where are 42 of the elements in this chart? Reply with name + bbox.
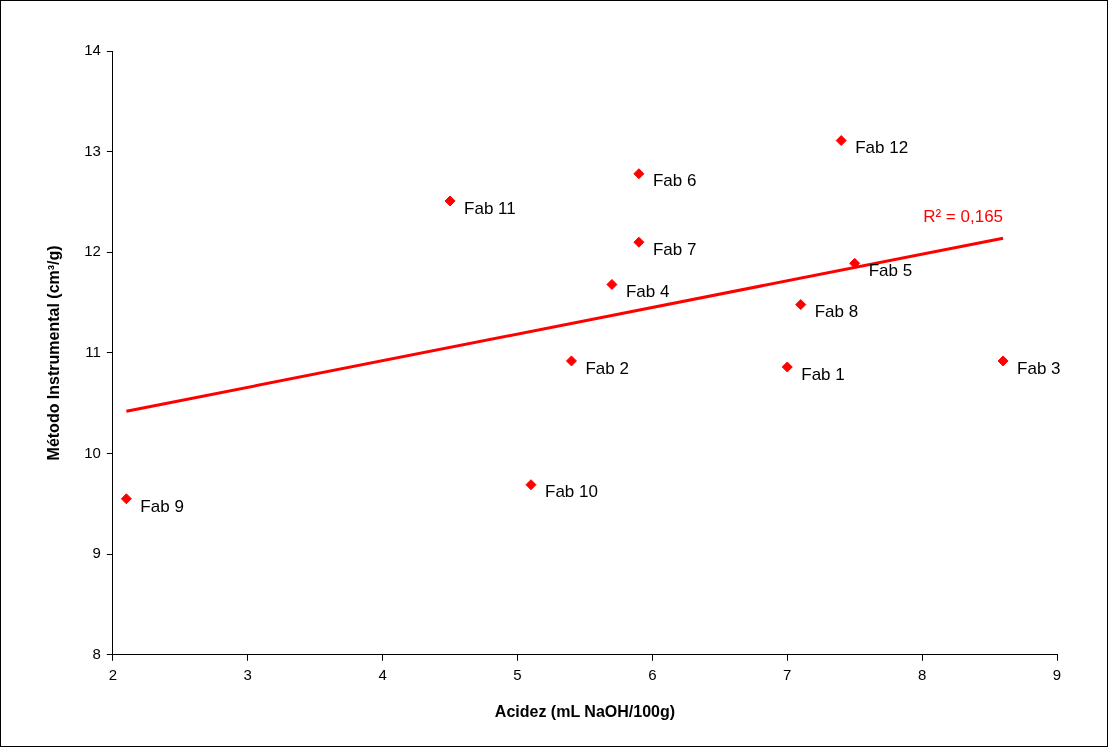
x-tick-label: 2 — [108, 665, 118, 683]
annotation: Fab 7 — [652, 239, 697, 259]
y-tick-label: 9 — [92, 544, 101, 562]
annotation: Fab 5 — [868, 261, 913, 281]
point — [120, 493, 132, 505]
annotation: Fab 4 — [625, 282, 670, 302]
y-tick-label: 12 — [84, 242, 101, 260]
point — [781, 361, 793, 373]
point — [565, 355, 577, 367]
x-tick-label: 8 — [917, 665, 927, 683]
y-tick-label: 10 — [84, 443, 101, 461]
x-tick-label: 3 — [243, 665, 252, 683]
annotation: Fab 8 — [814, 302, 859, 322]
y-tick-label: 13 — [84, 141, 101, 159]
y-tick-label: 14 — [84, 41, 101, 59]
annotation: Fab 3 — [1017, 358, 1061, 378]
y-tick-label: 8 — [92, 644, 101, 662]
x-tick-label: 5 — [513, 665, 522, 683]
x-tick-label: 7 — [783, 665, 792, 683]
point — [633, 168, 645, 180]
annotation: Fab 12 — [855, 138, 909, 158]
point — [606, 278, 618, 290]
annotation: Fab 1 — [801, 364, 845, 384]
x-tick-label: 6 — [648, 665, 657, 683]
annotation: Fab 9 — [140, 496, 184, 516]
x-tick-label: 9 — [1052, 665, 1062, 683]
point — [795, 299, 807, 311]
point — [633, 236, 645, 248]
x-tick-label: 4 — [378, 665, 387, 683]
point — [997, 355, 1009, 367]
annotation: Fab 11 — [464, 198, 516, 218]
y-axis-title: Método Instrumental (cm³/g) — [45, 245, 63, 461]
point — [444, 195, 456, 207]
point — [525, 479, 537, 491]
point — [849, 257, 861, 269]
annotation: Fab 6 — [652, 171, 697, 191]
x-axis-title: Acidez (mL NaOH/100g) — [494, 702, 676, 720]
y-tick-label: 11 — [85, 343, 101, 361]
annotation: Fab 10 — [544, 482, 598, 502]
point — [835, 135, 847, 147]
annotation: Fab 2 — [585, 358, 629, 378]
annotation: R² = 0,165 — [923, 207, 1004, 227]
